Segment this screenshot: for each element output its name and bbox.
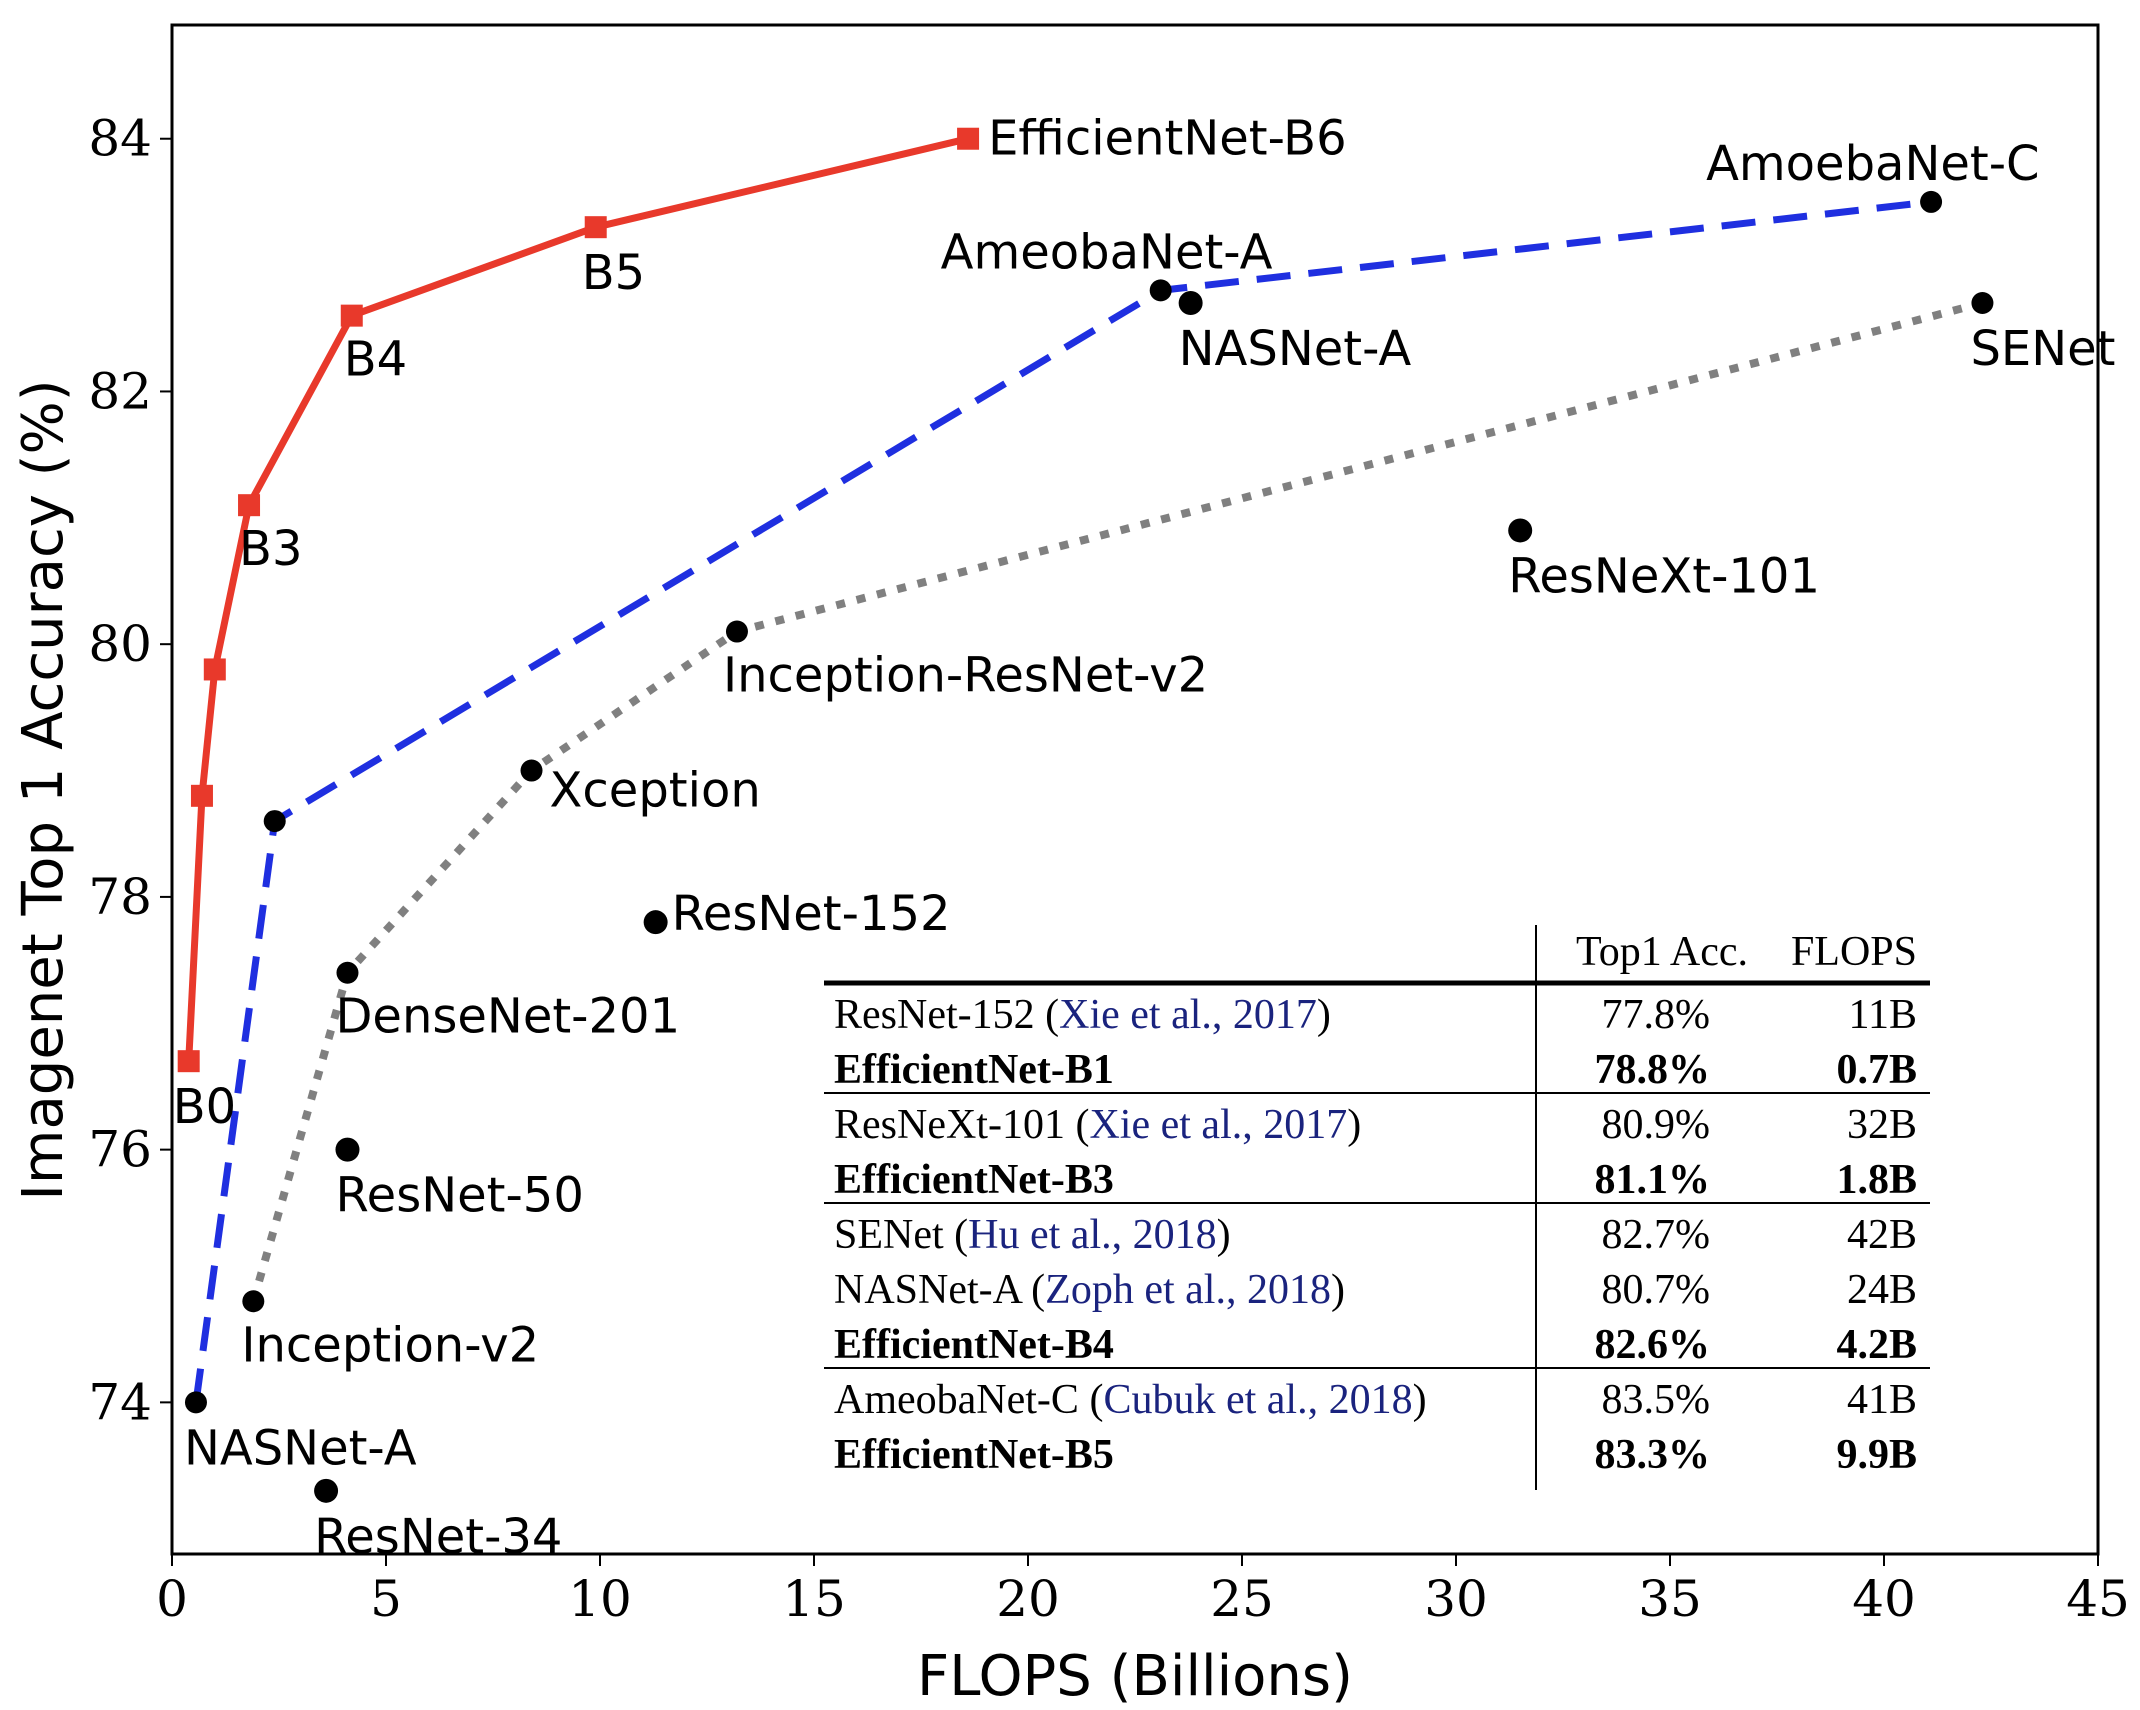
data-point [314, 1478, 339, 1503]
table-row-acc: 83.5% [1602, 1377, 1711, 1423]
x-tick-label: 10 [568, 1570, 632, 1628]
table-header-flops: FLOPS [1791, 929, 1917, 975]
y-tick-label: 80 [88, 615, 152, 673]
table-row-acc: 77.8% [1602, 992, 1711, 1038]
data-point [177, 1050, 200, 1073]
table-row-acc: 81.1% [1595, 1157, 1711, 1203]
point-label: DenseNet-201 [335, 989, 680, 1045]
data-point [725, 620, 748, 643]
table-row-flops: 32B [1847, 1102, 1917, 1148]
data-point [238, 494, 261, 517]
table-row-model: EfficientNet-B4 [834, 1322, 1114, 1368]
data-point [263, 810, 286, 833]
data-point [335, 1137, 360, 1162]
data-point [957, 127, 980, 150]
table-row-model: ResNet-152 (Xie et al., 2017) [834, 992, 1331, 1038]
series-line [249, 299, 1984, 1303]
x-tick-label: 5 [370, 1570, 402, 1628]
data-point [1508, 518, 1533, 543]
table-row-model: EfficientNet-B5 [834, 1432, 1114, 1478]
point-label: ResNeXt-101 [1508, 548, 1820, 604]
series-line [192, 198, 1932, 1403]
table-row-flops: 4.2B [1836, 1322, 1917, 1368]
y-tick-label: 84 [88, 110, 152, 168]
table-header-acc: Top1 Acc. [1576, 929, 1748, 975]
table-row-model: SENet (Hu et al., 2018) [834, 1212, 1231, 1258]
y-axis-title: Imagenet Top 1 Accuracy (%) [11, 379, 76, 1200]
point-label: ResNet-34 [314, 1509, 562, 1565]
y-tick-label: 78 [88, 868, 152, 926]
table-row-flops: 41B [1847, 1377, 1917, 1423]
table-row-acc: 83.3% [1595, 1432, 1711, 1478]
x-tick-label: 35 [1638, 1570, 1702, 1628]
point-label: B5 [582, 245, 645, 301]
point-label: Inception-ResNet-v2 [723, 648, 1208, 704]
data-point [203, 658, 226, 681]
x-tick-label: 15 [782, 1570, 846, 1628]
y-tick-label: 82 [88, 362, 152, 420]
table-row-model: EfficientNet-B3 [834, 1157, 1114, 1203]
table-row-flops: 42B [1847, 1212, 1917, 1258]
data-point [1178, 291, 1203, 315]
table-row-flops: 9.9B [1836, 1432, 1917, 1478]
x-tick-label: 25 [1210, 1570, 1274, 1628]
point-label: EfficientNet-B6 [988, 111, 1347, 167]
point-label: AmoebaNet-C [1706, 136, 2039, 192]
table-row-model: EfficientNet-B1 [834, 1047, 1114, 1093]
table-row-flops: 24B [1847, 1267, 1917, 1313]
y-tick-label: 74 [88, 1373, 152, 1431]
point-label: AmeobaNet-A [941, 224, 1273, 280]
data-point [190, 784, 213, 807]
data-point [184, 1391, 207, 1414]
table-row-acc: 80.9% [1602, 1102, 1711, 1148]
point-label: NASNet-A [1179, 321, 1412, 377]
data-point [584, 216, 607, 239]
point-label: ResNet-152 [672, 886, 951, 942]
table-row-model: AmeobaNet-C (Cubuk et al., 2018) [834, 1377, 1427, 1423]
table-row-model: ResNeXt-101 (Xie et al., 2017) [834, 1102, 1361, 1148]
table-row-flops: 1.8B [1836, 1157, 1917, 1203]
point-label: Xception [550, 763, 761, 819]
table-row-acc: 82.7% [1602, 1212, 1711, 1258]
point-label: SENet [1970, 321, 2115, 377]
table-row-flops: 0.7B [1836, 1047, 1917, 1093]
table-row-acc: 78.8% [1595, 1047, 1711, 1093]
table-row-model: NASNet-A (Zoph et al., 2018) [834, 1267, 1345, 1313]
data-point [643, 910, 668, 935]
data-point [520, 759, 543, 782]
point-label: ResNet-50 [335, 1168, 583, 1224]
y-tick-label: 76 [88, 1121, 152, 1179]
data-point [1149, 279, 1172, 302]
table-row-acc: 82.6% [1595, 1322, 1711, 1368]
point-label: B4 [344, 332, 407, 388]
point-label: NASNet-A [184, 1420, 417, 1476]
point-label: B0 [173, 1079, 236, 1135]
data-point [336, 961, 359, 984]
table-row-acc: 80.7% [1602, 1267, 1711, 1313]
data-point [1971, 292, 1994, 314]
point-label: Inception-v2 [241, 1317, 539, 1373]
x-tick-label: 30 [1424, 1570, 1488, 1628]
data-point [340, 304, 363, 327]
x-tick-label: 40 [1852, 1570, 1916, 1628]
x-tick-label: 0 [156, 1570, 188, 1628]
data-point [242, 1290, 265, 1313]
x-tick-label: 45 [2066, 1570, 2130, 1628]
x-axis-title: FLOPS (Billions) [917, 1644, 1353, 1709]
point-label: B3 [239, 521, 302, 577]
table-row-flops: 11B [1849, 992, 1917, 1038]
x-tick-label: 20 [996, 1570, 1060, 1628]
plot-frame [170, 23, 2100, 1556]
data-point [1920, 190, 1943, 213]
